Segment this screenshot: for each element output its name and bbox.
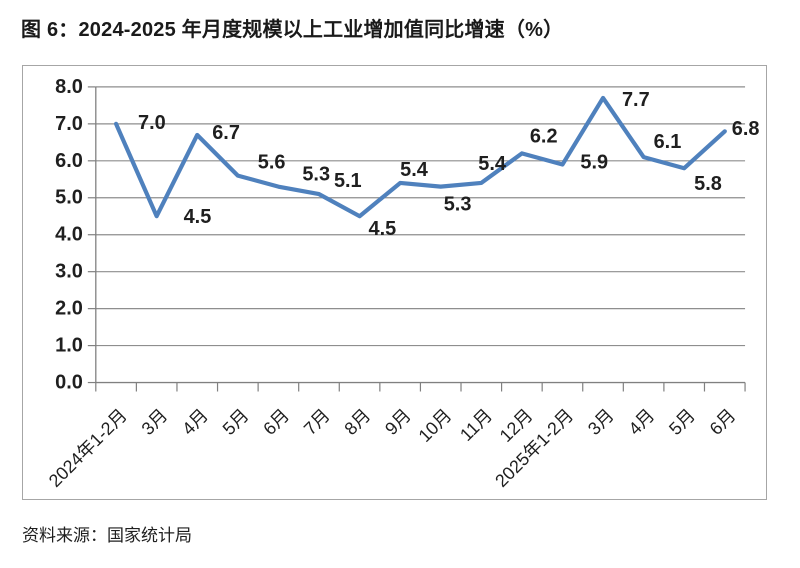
y-tick-label: 0.0: [55, 372, 83, 394]
series-line: [113, 95, 727, 219]
data-point-label: 5.4: [400, 159, 428, 181]
data-point-label: 5.3: [444, 194, 472, 216]
x-tick-label: 3月: [584, 405, 618, 439]
data-point-label: 4.5: [184, 206, 212, 228]
data-point-label: 6.7: [212, 122, 240, 144]
data-point-label: 5.4: [478, 153, 506, 175]
chart-frame: 0.0 1.0 2.0 3.0 4.0 5.0 6.0 7.0 8.0 2024年1-2月 3月 4月…: [22, 65, 767, 500]
x-tick-label: 9月: [381, 405, 415, 439]
data-point-label: 5.9: [580, 152, 608, 174]
y-tick-label: 3.0: [55, 261, 83, 283]
x-tick-label: 4月: [625, 405, 659, 439]
data-point-label: 5.1: [334, 170, 362, 192]
y-tick-label: 2.0: [55, 298, 83, 320]
data-point-label: 6.1: [654, 131, 682, 153]
x-tick-label: 6月: [259, 405, 293, 439]
data-point-label: 6.8: [732, 118, 760, 140]
data-point-label: 7.7: [622, 89, 650, 111]
y-tick-label: 1.0: [55, 335, 83, 357]
x-tick-label: 4月: [178, 405, 212, 439]
data-point-label: 5.3: [302, 164, 330, 186]
data-point-label: 5.6: [258, 152, 286, 174]
x-tick-label: 5月: [219, 405, 253, 439]
x-tick-label: 11月: [456, 405, 496, 445]
x-tick-label: 5月: [665, 405, 699, 439]
data-point-label: 6.2: [530, 125, 558, 147]
y-tick-label: 4.0: [55, 224, 83, 246]
x-tick-label: 7月: [300, 405, 334, 439]
data-point-label: 7.0: [138, 112, 166, 134]
y-tick-label: 8.0: [55, 76, 83, 98]
x-tick-label: 8月: [340, 405, 374, 439]
figure-title: 图 6：2024-2025 年月度规模以上工业增加值同比增速（%）: [21, 19, 564, 41]
y-tick-label: 6.0: [55, 150, 83, 172]
y-tick-label: 7.0: [55, 113, 83, 135]
x-tick-label: 2024年1-2月: [45, 405, 131, 491]
x-tick-label: 3月: [138, 405, 172, 439]
x-tick-label: 6月: [706, 405, 740, 439]
source-note: 资料来源：国家统计局: [22, 526, 192, 545]
x-tick-label: 10月: [415, 405, 456, 446]
y-tick-label: 5.0: [55, 187, 83, 209]
data-point-label: 5.8: [694, 173, 722, 195]
data-point-label: 4.5: [369, 218, 397, 240]
